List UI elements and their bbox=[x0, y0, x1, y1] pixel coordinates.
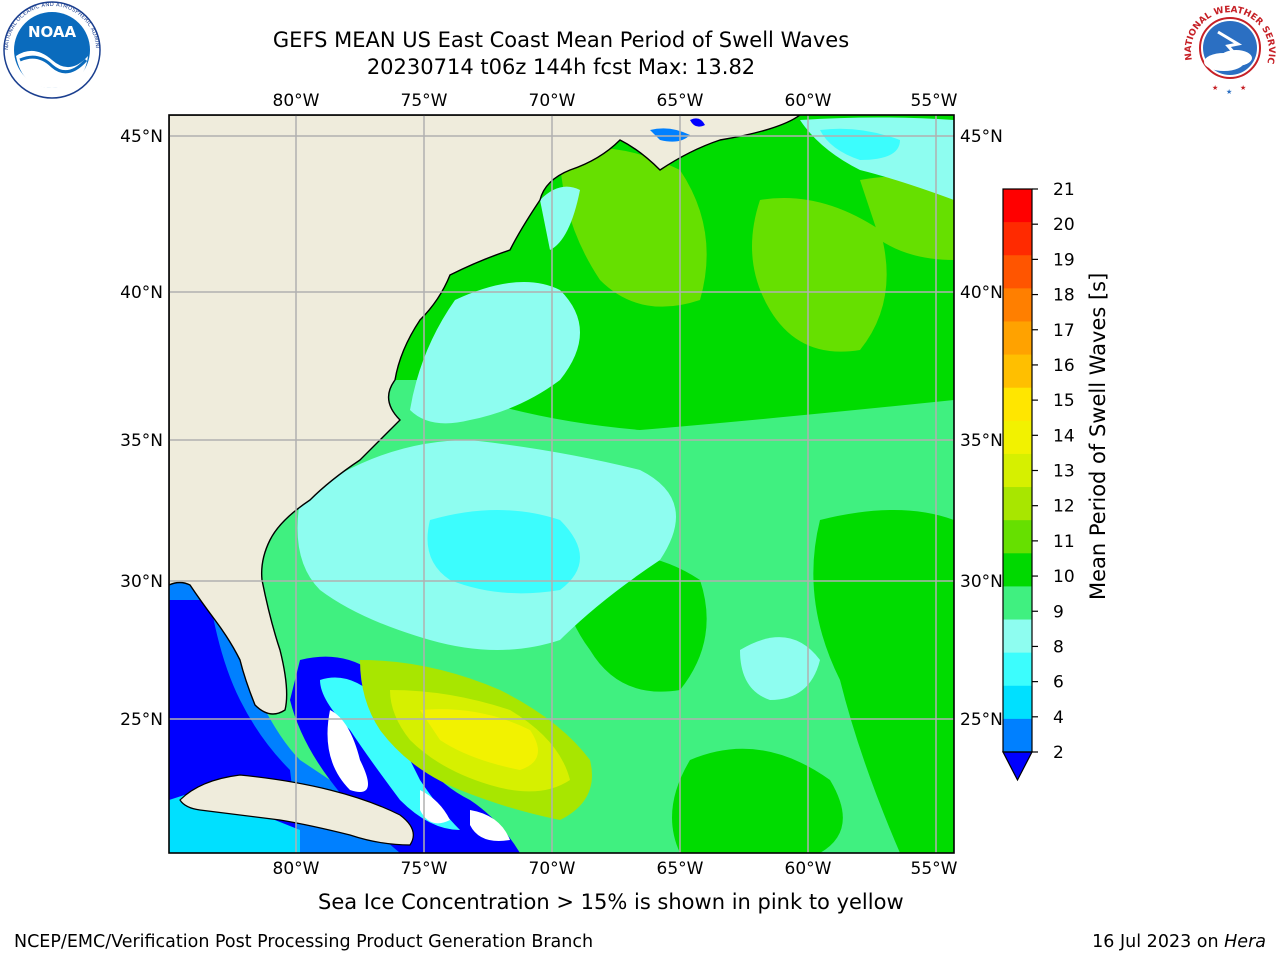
colorbar-label: Mean Period of Swell Waves [s] bbox=[1086, 272, 1110, 600]
colorbar-segment bbox=[1003, 553, 1032, 587]
swell-period-field bbox=[169, 115, 954, 853]
field-8-9s bbox=[410, 282, 580, 424]
colorbar-segment bbox=[1003, 586, 1032, 621]
colorbar-tick-label: 14 bbox=[1053, 426, 1075, 446]
svg-text:★: ★ bbox=[1240, 84, 1246, 92]
lat-labels-right: 45°N 40°N 35°N 30°N 25°N bbox=[960, 127, 1003, 730]
chart-subtitle: 20230714 t06z 144h fcst Max: 13.82 bbox=[366, 55, 756, 79]
north-america-land bbox=[169, 115, 802, 715]
colorbar-segment bbox=[1003, 222, 1032, 256]
lon-label: 70°W bbox=[529, 91, 576, 111]
lat-label: 40°N bbox=[960, 283, 1003, 303]
lon-label: 75°W bbox=[401, 859, 448, 879]
lon-label: 55°W bbox=[911, 91, 958, 111]
colorbar-segment bbox=[1003, 487, 1032, 521]
colorbar-tick-label: 2 bbox=[1053, 743, 1064, 763]
colorbar-segment bbox=[1003, 255, 1032, 289]
field-6-8s bbox=[427, 510, 580, 594]
lat-label: 25°N bbox=[960, 710, 1003, 730]
lat-label: 40°N bbox=[120, 283, 163, 303]
colorbar-segment bbox=[1003, 520, 1032, 554]
colorbar-tick-label: 11 bbox=[1053, 532, 1075, 552]
colorbar-segment bbox=[1003, 652, 1032, 687]
nws-logo-icon: NATIONAL WEATHER SERVICE ★ ★ ★ bbox=[1178, 0, 1276, 96]
lat-label: 35°N bbox=[960, 431, 1003, 451]
lon-label: 60°W bbox=[785, 91, 832, 111]
lat-label: 30°N bbox=[120, 572, 163, 592]
graticule bbox=[169, 115, 954, 853]
footer-credit: NCEP/EMC/Verification Post Processing Pr… bbox=[14, 932, 594, 952]
lat-label: 45°N bbox=[120, 127, 163, 147]
colorbar-tick-label: 17 bbox=[1053, 321, 1075, 341]
colorbar-tick-label: 8 bbox=[1053, 637, 1064, 657]
lon-label: 80°W bbox=[273, 91, 320, 111]
lon-label: 70°W bbox=[529, 859, 576, 879]
svg-text:★: ★ bbox=[1212, 84, 1218, 92]
colorbar-segment bbox=[1003, 420, 1032, 455]
svg-text:★: ★ bbox=[1226, 88, 1232, 96]
lon-label: 55°W bbox=[911, 859, 958, 879]
colorbar-segment bbox=[1003, 387, 1032, 422]
colorbar-tick-label: 9 bbox=[1053, 602, 1064, 622]
colorbar-tick-label: 18 bbox=[1053, 286, 1075, 306]
lon-label: 80°W bbox=[273, 859, 320, 879]
colorbar-tick-label: 21 bbox=[1053, 180, 1075, 200]
colorbar-segment bbox=[1003, 718, 1032, 753]
noaa-logo-text: NOAA bbox=[28, 23, 77, 41]
lon-label: 75°W bbox=[401, 91, 448, 111]
colorbar-tick-label: 16 bbox=[1053, 356, 1075, 376]
lat-labels-left: 45°N 40°N 35°N 30°N 25°N bbox=[120, 127, 163, 730]
lat-label: 45°N bbox=[960, 127, 1003, 147]
colorbar-segment bbox=[1003, 685, 1032, 720]
footer-date: 16 Jul 2023 on Hera bbox=[1092, 932, 1266, 952]
colorbar-under-arrow bbox=[1002, 751, 1033, 782]
colorbar bbox=[1002, 188, 1033, 782]
lon-label: 65°W bbox=[657, 859, 704, 879]
lon-label: 60°W bbox=[785, 859, 832, 879]
lat-label: 25°N bbox=[120, 710, 163, 730]
colorbar-segment bbox=[1003, 288, 1032, 322]
colorbar-tick-label: 20 bbox=[1053, 215, 1075, 235]
colorbar-tick-label: 13 bbox=[1053, 462, 1075, 482]
colorbar-ticks: 21 20 19 18 17 16 15 14 13 12 11 10 9 8 6 4 2 bbox=[1032, 180, 1075, 763]
colorbar-tick-label: 6 bbox=[1053, 673, 1064, 693]
footer-system: Hera bbox=[1224, 932, 1266, 952]
lat-label: 30°N bbox=[960, 572, 1003, 592]
colorbar-segment bbox=[1003, 619, 1032, 654]
noaa-logo-icon: NOAA NATIONAL OCEANIC AND ATMOSPHERIC AD… bbox=[0, 0, 101, 99]
lon-labels-top: 80°W 75°W 70°W 65°W 60°W 55°W bbox=[273, 91, 958, 111]
colorbar-segment bbox=[1003, 189, 1032, 223]
colorbar-segment bbox=[1003, 354, 1032, 389]
colorbar-tick-label: 10 bbox=[1053, 567, 1075, 587]
colorbar-segment bbox=[1003, 321, 1032, 356]
sea-ice-caption: Sea Ice Concentration > 15% is shown in … bbox=[318, 890, 904, 914]
chart-title: GEFS MEAN US East Coast Mean Period of S… bbox=[272, 28, 850, 52]
footer-date-text: 16 Jul 2023 on bbox=[1092, 932, 1225, 952]
colorbar-segment bbox=[1003, 453, 1032, 488]
lon-label: 65°W bbox=[657, 91, 704, 111]
colorbar-tick-label: 15 bbox=[1053, 391, 1075, 411]
lon-labels-bottom: 80°W 75°W 70°W 65°W 60°W 55°W bbox=[273, 859, 958, 879]
colorbar-tick-label: 4 bbox=[1053, 708, 1064, 728]
colorbar-tick-label: 12 bbox=[1053, 497, 1075, 517]
lat-label: 35°N bbox=[120, 431, 163, 451]
map-frame bbox=[168, 114, 955, 854]
colorbar-tick-label: 19 bbox=[1053, 250, 1075, 270]
